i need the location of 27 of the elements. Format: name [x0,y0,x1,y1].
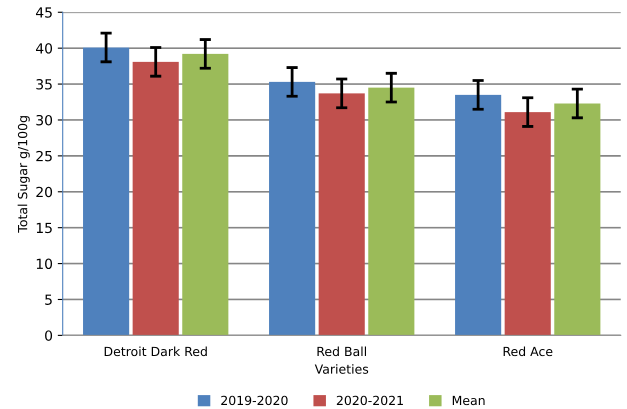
y-axis-title: Total Sugar g/100g [18,116,30,233]
y-tick-label: 35 [36,79,52,90]
legend-label: 2020-2021 [336,396,403,406]
y-tick-label: 30 [36,114,52,126]
y-tick-label: 10 [36,258,52,270]
legend-label: Mean [452,396,485,406]
y-tick-label: 40 [36,43,52,54]
x-tick-label: Red Ball [317,346,366,356]
bar [554,103,600,336]
y-tick-label: 5 [45,294,52,305]
bar [182,54,228,336]
y-tick-label: 45 [36,7,52,18]
x-tick-label: Red Ace [504,346,552,356]
y-tick-label: 0 [45,330,52,341]
x-tick-label: Detroit Dark Red [104,346,207,356]
bar [504,112,551,336]
legend-label: 2019-2020 [221,396,288,406]
bar [318,93,365,336]
bar [269,82,316,336]
x-axis-title: Varieties [314,364,368,374]
y-tick-label: 25 [36,150,52,162]
bar [83,47,130,336]
y-tick-label: 20 [36,186,52,198]
bar [132,62,179,336]
y-tick-label: 15 [36,222,52,234]
bar [368,88,414,336]
bar [455,94,502,336]
